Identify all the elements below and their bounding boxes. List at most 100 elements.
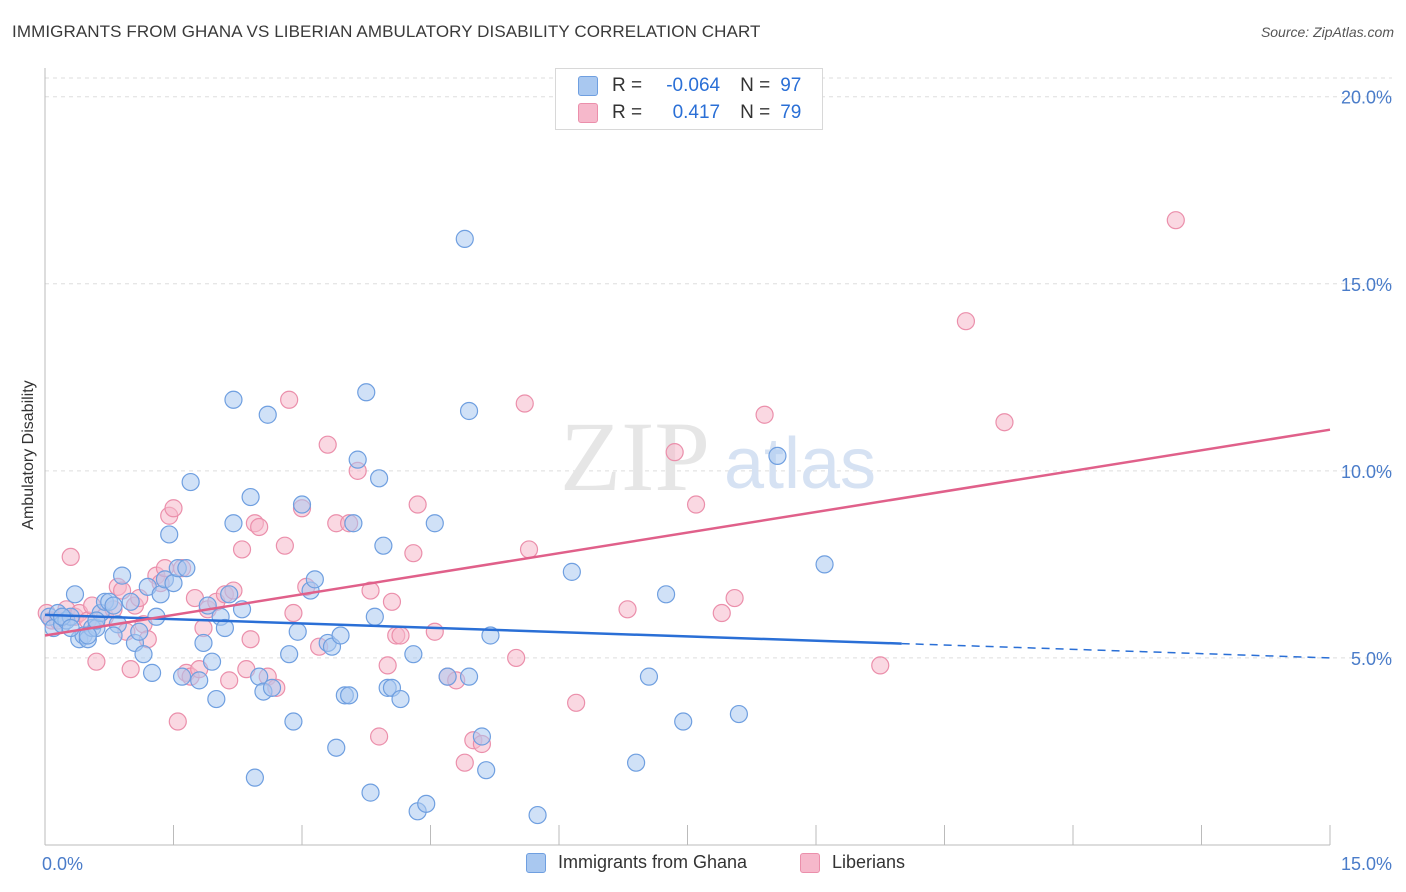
ghana-point xyxy=(172,667,192,686)
liberian-point xyxy=(382,592,402,611)
legend-item-ghana: Immigrants from Ghana xyxy=(526,852,747,873)
liberian-point xyxy=(378,656,397,675)
chart-title: IMMIGRANTS FROM GHANA VS LIBERIAN AMBULA… xyxy=(12,22,761,41)
ghana-point xyxy=(181,472,200,492)
liberian-trend-line xyxy=(44,428,1331,637)
ghana-point xyxy=(61,618,80,638)
axes xyxy=(44,68,1331,846)
liberian-point xyxy=(515,394,534,413)
ghana-legend-swatch xyxy=(526,852,546,873)
ghana-point xyxy=(160,525,179,544)
ghana-point xyxy=(425,514,444,533)
ghana-point xyxy=(258,405,277,424)
ghana-point xyxy=(340,686,359,705)
liberian-point xyxy=(507,648,526,668)
liberian-point xyxy=(318,435,337,454)
legend-item-liberians: Liberians xyxy=(800,852,905,873)
ghana-point xyxy=(104,596,123,615)
r-value: -0.064 xyxy=(666,75,721,96)
ghana-point xyxy=(459,667,479,686)
n-label: N = xyxy=(740,75,771,96)
ghana-point xyxy=(370,469,389,488)
ghana-point xyxy=(344,514,363,533)
ghana-point xyxy=(78,626,97,645)
liberian-point xyxy=(404,544,423,563)
ghana-point xyxy=(477,761,496,780)
ghana-point xyxy=(224,390,243,409)
legend-row-ghana: R = -0.064 N = 97 xyxy=(578,73,801,99)
legend-label-ghana: Immigrants from Ghana xyxy=(558,852,748,872)
ghana-point xyxy=(134,645,153,664)
ghana-point xyxy=(331,626,350,645)
liberian-point xyxy=(686,495,706,514)
ghana-point xyxy=(459,401,479,421)
liberian-point xyxy=(408,495,427,514)
ghana-point xyxy=(207,689,226,709)
liberian-point xyxy=(361,581,380,600)
stats-legend: R = -0.064 N = 97 R = 0.417 N = 79 xyxy=(555,68,823,130)
ghana-swatch xyxy=(578,76,598,96)
liberian-point xyxy=(956,312,976,331)
ghana-point xyxy=(65,585,85,604)
watermark-atlas: atlas xyxy=(724,424,876,504)
liberian-point xyxy=(250,517,269,537)
ghana-point xyxy=(112,566,132,585)
liberian-point xyxy=(755,405,774,424)
liberian-point xyxy=(391,626,410,645)
liberian-point xyxy=(425,622,444,641)
ghana-point xyxy=(729,704,749,724)
r-label: R = xyxy=(612,75,643,96)
ghana-point xyxy=(374,536,393,555)
liberian-point xyxy=(168,712,187,731)
tick-labels: 5.0% 10.0% 15.0% 20.0% 0.0% 15.0% xyxy=(42,88,1392,874)
liberian-point xyxy=(220,671,239,690)
ghana-point xyxy=(164,573,183,593)
ghana-point xyxy=(815,555,834,574)
ghana-trend-extension xyxy=(901,642,1331,659)
ghana-point xyxy=(241,487,260,507)
liberian-point xyxy=(284,603,303,623)
liberian-point xyxy=(1166,211,1185,230)
ghana-point xyxy=(626,753,646,772)
series-legend: Immigrants from Ghana Liberians xyxy=(0,852,1406,878)
liberian-point xyxy=(519,540,539,559)
ghana-point xyxy=(121,592,140,611)
ghana-point xyxy=(220,585,239,604)
ghana-point xyxy=(280,645,299,664)
n-value: 79 xyxy=(780,102,802,123)
ghana-point xyxy=(768,446,787,465)
liberian-point xyxy=(995,413,1014,432)
x-tick-label: 0.0% xyxy=(42,854,83,874)
ghana-point xyxy=(292,495,312,514)
liberian-point xyxy=(665,443,684,462)
y-tick-label: 20.0% xyxy=(1341,88,1392,108)
liberian-point xyxy=(87,652,106,671)
ghana-point xyxy=(528,805,547,825)
ghana-point xyxy=(674,712,693,731)
liberian-point xyxy=(871,656,890,675)
n-value: 97 xyxy=(780,75,802,96)
legend-label-liberians: Liberians xyxy=(832,852,906,872)
ghana-point xyxy=(104,626,123,645)
ghana-point xyxy=(562,562,581,581)
liberian-point xyxy=(61,547,80,567)
watermark-zip: ZIP xyxy=(560,401,710,512)
ghana-point xyxy=(288,622,307,641)
liberian-point xyxy=(275,536,294,555)
liberian-point xyxy=(164,499,183,518)
ghana-point xyxy=(455,229,474,248)
liberian-point xyxy=(241,630,260,649)
ghana-point xyxy=(481,626,500,645)
ghana-point xyxy=(194,633,213,653)
ghana-point xyxy=(284,712,303,731)
r-value: 0.417 xyxy=(672,102,721,123)
ghana-point xyxy=(262,678,282,697)
ghana-point xyxy=(404,645,423,664)
legend-row-liberians: R = 0.417 N = 79 xyxy=(578,100,801,126)
ghana-point xyxy=(391,689,410,709)
ghana-point xyxy=(357,383,376,402)
liberian-point xyxy=(232,540,252,559)
ghana-point xyxy=(365,607,384,626)
ghana-point xyxy=(361,783,380,802)
